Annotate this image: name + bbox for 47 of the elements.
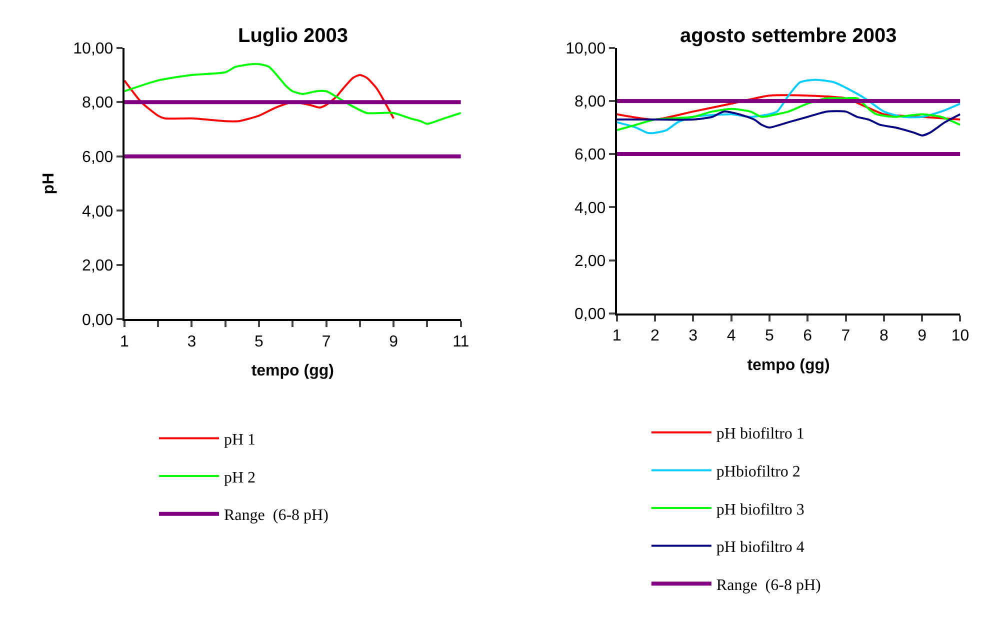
y-tick-label: 6,00 — [574, 146, 606, 164]
legend-label: pH 1 — [224, 431, 256, 448]
y-tick-label: 10,00 — [566, 40, 606, 58]
line-series — [124, 74, 395, 122]
x-tick-label: 6 — [803, 328, 812, 345]
x-tick-label: 10 — [951, 328, 970, 345]
line-series — [616, 78, 960, 134]
y-tick-label: 2,00 — [574, 252, 606, 270]
legend-label: Range (6-8 pH) — [716, 576, 821, 594]
legend-label: pH 2 — [224, 469, 256, 486]
x-axis-title: tempo (gg) — [251, 362, 334, 380]
x-tick-label: 4 — [726, 328, 736, 345]
x-axis-title: tempo (gg) — [747, 356, 830, 374]
y-tick-label: 8,00 — [574, 94, 606, 111]
x-tick-label: 7 — [322, 333, 331, 350]
x-tick-label: 2 — [650, 328, 660, 345]
legend-label: pH biofiltro 1 — [716, 426, 804, 443]
line-series — [616, 110, 960, 136]
x-tick-label: 5 — [764, 328, 774, 345]
legend-label: pHbiofiltro 2 — [716, 463, 800, 480]
x-tick-label: 9 — [918, 328, 927, 345]
x-tick-label: 7 — [841, 328, 850, 345]
legend-label: pH biofiltro 4 — [716, 539, 804, 556]
y-tick-label: 2,00 — [82, 258, 114, 275]
chart-title: Luglio 2003 — [238, 25, 348, 47]
line-series — [616, 96, 960, 132]
y-tick-label: 6,00 — [82, 148, 114, 166]
legend-label: Range (6-8 pH) — [224, 507, 328, 524]
x-tick-label: 11 — [452, 333, 470, 350]
y-tick-label: 8,00 — [82, 94, 114, 112]
line-series — [124, 63, 461, 125]
chart-title: agosto settembre 2003 — [680, 25, 897, 47]
x-tick-label: 9 — [389, 333, 398, 350]
line-series — [616, 94, 960, 121]
x-tick-label: 8 — [879, 328, 888, 345]
y-tick-label: 4,00 — [574, 200, 606, 217]
legend-label: pH biofiltro 3 — [716, 501, 804, 518]
x-tick-label: 3 — [187, 333, 196, 350]
y-tick-label: 0,00 — [82, 312, 114, 329]
x-tick-label: 3 — [688, 328, 698, 345]
x-tick-label: 5 — [254, 333, 264, 350]
y-axis-title: pH — [40, 172, 58, 194]
y-tick-label: 4,00 — [82, 203, 114, 220]
y-tick-label: 10,00 — [73, 40, 114, 58]
y-tick-label: 0,00 — [574, 306, 606, 323]
x-tick-label: 1 — [612, 328, 622, 345]
x-tick-label: 1 — [120, 333, 129, 350]
